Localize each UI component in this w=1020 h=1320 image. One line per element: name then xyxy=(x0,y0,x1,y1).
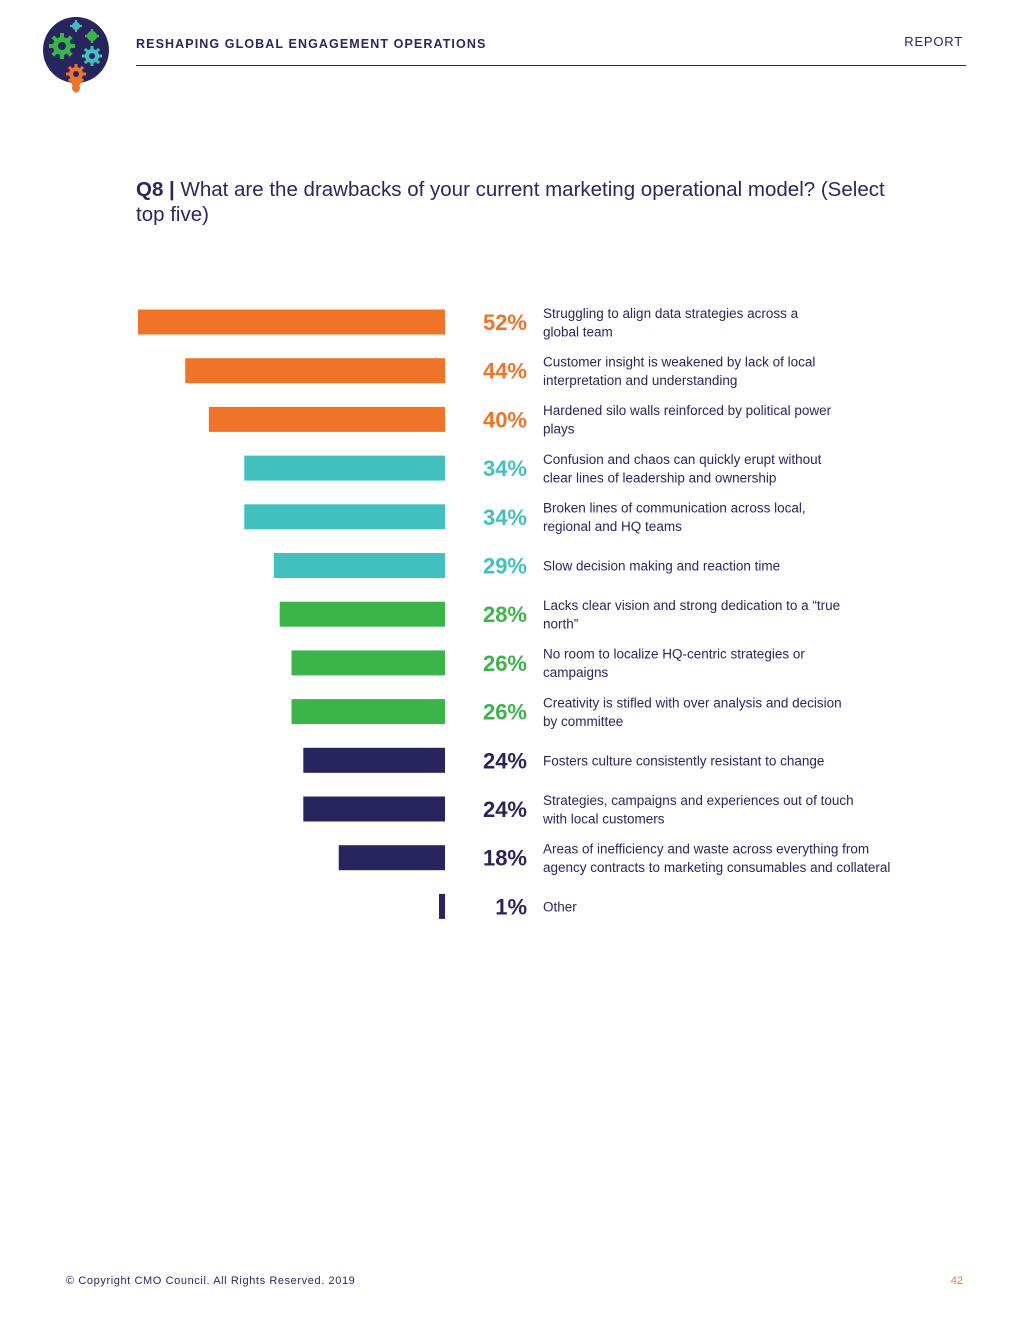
category-label-2-line-2: interpretation and understanding xyxy=(543,373,737,388)
bar-1 xyxy=(138,309,445,335)
bar-12 xyxy=(338,845,445,871)
bar-11 xyxy=(303,796,445,822)
category-label-1-line-2: global team xyxy=(543,324,613,339)
category-label-5-line-2: regional and HQ teams xyxy=(543,519,682,534)
report-label: REPORT xyxy=(904,34,963,49)
bar-3 xyxy=(208,406,445,432)
value-label-12: 18% xyxy=(483,846,527,871)
value-label-11: 24% xyxy=(483,797,527,822)
bar-5 xyxy=(244,504,445,530)
header-divider xyxy=(136,65,966,66)
category-label-1-line-1: Struggling to align data strategies acro… xyxy=(543,306,799,321)
cmo-gears-logo-icon xyxy=(43,17,109,94)
bar-6 xyxy=(273,553,445,578)
value-label-2: 44% xyxy=(483,359,527,384)
bar-8 xyxy=(291,650,445,676)
category-label-7-line-1: Lacks clear vision and strong dedication… xyxy=(543,598,840,613)
bar-9 xyxy=(291,699,445,725)
bar-10 xyxy=(303,747,445,773)
value-label-6: 29% xyxy=(483,554,527,579)
category-label-4-line-1: Confusion and chaos can quickly erupt wi… xyxy=(543,452,822,467)
category-label-2-line-1: Customer insight is weakened by lack of … xyxy=(543,354,815,369)
question-text: What are the drawbacks of your current m… xyxy=(136,178,885,226)
bar-4 xyxy=(244,455,445,481)
category-label-12-line-2: agency contracts to marketing consumable… xyxy=(543,860,890,875)
value-label-13: 1% xyxy=(495,894,527,919)
page-number: 42 xyxy=(950,1275,963,1287)
bar-7 xyxy=(279,601,445,627)
category-label-12-line-1: Areas of inefficiency and waste across e… xyxy=(543,841,869,856)
bar-13 xyxy=(439,893,445,919)
value-label-3: 40% xyxy=(483,407,527,432)
category-label-8-line-1: No room to localize HQ-centric strategie… xyxy=(543,647,805,662)
category-label-11-line-1: Strategies, campaigns and experiences ou… xyxy=(543,793,854,808)
report-series-title: RESHAPING GLOBAL ENGAGEMENT OPERATIONS xyxy=(136,37,487,51)
category-label-7-line-2: north” xyxy=(543,616,578,631)
category-label-3-line-1: Hardened silo walls reinforced by politi… xyxy=(543,403,832,418)
category-label-5-line-1: Broken lines of communication across loc… xyxy=(543,501,806,516)
category-label-9-line-1: Creativity is stifled with over analysis… xyxy=(543,695,842,710)
question-number: Q8 | xyxy=(136,178,175,201)
value-label-4: 34% xyxy=(483,456,527,481)
value-label-7: 28% xyxy=(483,602,527,627)
category-label-8-line-2: campaigns xyxy=(543,665,609,680)
value-label-9: 26% xyxy=(483,700,527,725)
question-heading: Q8 | What are the drawbacks of your curr… xyxy=(136,177,896,227)
value-label-5: 34% xyxy=(483,505,527,530)
category-label-4-line-2: clear lines of leadership and ownership xyxy=(543,470,776,485)
copyright-notice: © Copyright CMO Council. All Rights Rese… xyxy=(66,1275,356,1287)
category-label-10: Fosters culture consistently resistant t… xyxy=(543,753,824,768)
value-label-1: 52% xyxy=(483,310,527,335)
bar-2 xyxy=(185,358,445,384)
value-label-10: 24% xyxy=(483,748,527,773)
category-label-3-line-2: plays xyxy=(543,422,575,437)
category-label-6: Slow decision making and reaction time xyxy=(543,559,780,574)
value-label-8: 26% xyxy=(483,651,527,676)
category-label-9-line-2: by committee xyxy=(543,714,623,729)
category-label-13: Other xyxy=(543,899,577,914)
category-label-11-line-2: with local customers xyxy=(542,811,665,826)
